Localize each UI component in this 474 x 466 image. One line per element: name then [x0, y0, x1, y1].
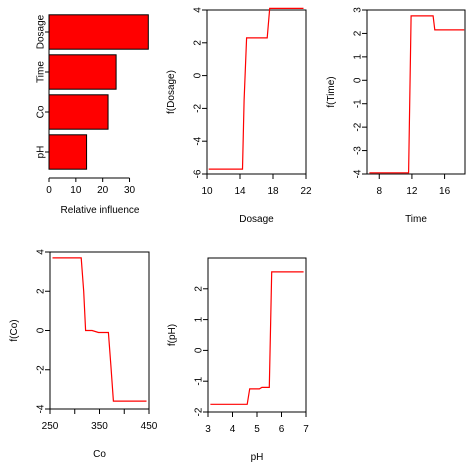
x-tick-label: 10	[70, 185, 82, 196]
y-axis-title: f(Co)	[9, 319, 20, 341]
y-tick-label: -2	[353, 122, 364, 131]
x-axis-title: Co	[93, 449, 106, 460]
y-tick-label: -4	[193, 136, 204, 145]
bar-co	[48, 94, 109, 130]
y-tick-label: 0	[353, 77, 364, 83]
x-tick-label: 5	[254, 424, 260, 435]
y-axis-title: f(pH)	[167, 324, 178, 346]
y-tick-label: 0	[36, 327, 47, 333]
plot-frame	[206, 9, 307, 175]
y-tick-label: 0	[193, 72, 204, 78]
x-tick-label: 10	[201, 186, 213, 197]
y-tick-label: 3	[353, 7, 364, 13]
bar-ph	[48, 134, 88, 170]
y-axis-title: f(Dosage)	[166, 70, 177, 114]
y-tick-label: -2	[36, 365, 47, 374]
y-tick-label: -3	[353, 146, 364, 155]
y-tick-label: 4	[36, 249, 47, 255]
y-tick-label: -4	[36, 404, 47, 413]
x-tick-label: 250	[42, 421, 59, 432]
x-tick-label: 18	[267, 186, 279, 197]
chart-panel-2: -6 -4 -2 0 2 4 f(Dosage) 10 14 18 22 Dosage	[166, 7, 312, 225]
x-tick-label: 6	[279, 424, 285, 435]
x-axis-title: Dosage	[239, 214, 274, 225]
x-tick-label: 12	[406, 186, 418, 197]
partial-dependence-line	[208, 7, 304, 170]
y-tick-label: 2	[194, 286, 205, 292]
y-tick-label: Time	[36, 61, 47, 83]
plot-frame	[366, 9, 466, 175]
y-tick-label: 1	[353, 54, 364, 60]
y-tick-label: 2	[193, 40, 204, 46]
y-tick-label: Co	[36, 105, 47, 118]
x-tick-label: 16	[439, 186, 451, 197]
y-tick-label: 2	[36, 288, 47, 294]
y-tick-label: -1	[194, 376, 205, 385]
y-axis-title: f(Time)	[326, 76, 337, 107]
y-tick-label: 4	[193, 7, 204, 13]
chart-panel-4: -4 -2 0 2 4 f(Co) 250 350 450 Co	[9, 249, 158, 460]
chart-panel-5: -2 -1 0 1 2 f(pH) 3 4 5 6 7 pH	[167, 257, 309, 463]
y-tick-label: 2	[353, 30, 364, 36]
y-tick-label: -2	[194, 407, 205, 416]
y-tick-label: pH	[36, 146, 47, 159]
x-tick-label: 350	[91, 421, 108, 432]
bar-dosage	[48, 14, 149, 50]
x-axis-title: Time	[405, 214, 427, 225]
y-tick-label: -4	[353, 169, 364, 178]
x-tick-label: 4	[230, 424, 236, 435]
partial-dependence-line	[52, 257, 147, 402]
y-tick-label: Dosage	[36, 14, 47, 49]
partial-dependence-line	[369, 15, 465, 174]
partial-dependence-line	[210, 271, 304, 405]
x-tick-label: 14	[234, 186, 246, 197]
x-tick-label: 450	[141, 421, 158, 432]
x-tick-label: 7	[303, 424, 309, 435]
x-tick-label: 0	[46, 185, 52, 196]
x-tick-label: 30	[124, 185, 136, 196]
x-axis-title: pH	[251, 452, 264, 463]
x-tick-label: 3	[205, 424, 211, 435]
chart-panel-1: Dosage Time Co pH 0 10 20 30 Relative influence	[36, 14, 149, 216]
y-tick-label: 1	[194, 316, 205, 322]
y-tick-label: -2	[193, 104, 204, 113]
y-tick-label: -6	[193, 169, 204, 178]
x-tick-label: 22	[300, 186, 312, 197]
y-tick-label: 0	[194, 347, 205, 353]
x-axis-title: Relative influence	[61, 205, 140, 216]
y-tick-label: -1	[353, 99, 364, 108]
x-tick-label: 8	[376, 186, 382, 197]
bar-time	[48, 54, 117, 90]
x-tick-label: 20	[97, 185, 109, 196]
